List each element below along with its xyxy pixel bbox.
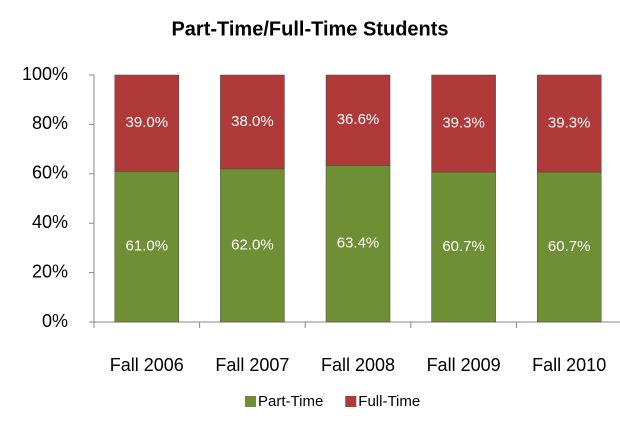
x-tick-label: Fall 2010 <box>532 355 606 375</box>
value-label: 36.6% <box>337 111 380 128</box>
bar-segment <box>536 171 602 323</box>
bar-segment <box>220 168 285 323</box>
bar-segment <box>536 74 602 173</box>
bar-segment <box>114 74 180 172</box>
x-tick-label: Fall 2007 <box>215 355 289 375</box>
y-tick-label: 100% <box>22 64 68 84</box>
y-tick-label: 40% <box>32 212 68 232</box>
y-tick-label: 20% <box>32 261 68 281</box>
x-tick-label: Fall 2008 <box>321 355 395 375</box>
value-label: 38.0% <box>231 113 274 130</box>
value-label: 60.7% <box>548 238 591 255</box>
y-tick-label: 60% <box>32 163 68 183</box>
bar-segment <box>114 171 180 323</box>
y-tick-label: 0% <box>42 311 68 331</box>
x-tick-label: Fall 2009 <box>427 355 501 375</box>
bar-segment <box>431 171 496 323</box>
y-tick-label: 80% <box>32 113 68 133</box>
x-tick-label: Fall 2006 <box>110 355 184 375</box>
bar-segment <box>325 165 391 323</box>
legend-label: Full-Time <box>358 393 420 410</box>
value-label: 61.0% <box>126 238 169 255</box>
bar-segment <box>220 74 285 170</box>
value-label: 63.4% <box>337 235 380 252</box>
value-label: 39.0% <box>126 114 169 131</box>
legend-swatch <box>245 396 256 407</box>
value-label: 62.0% <box>231 236 274 253</box>
legend-label: Part-Time <box>258 393 323 410</box>
value-label: 60.7% <box>442 238 485 255</box>
chart-title: Part-Time/Full-Time Students <box>171 18 448 40</box>
value-label: 39.3% <box>548 115 591 132</box>
bar-segment <box>325 74 391 166</box>
bar-segment <box>431 74 496 173</box>
legend-swatch <box>345 396 357 407</box>
value-label: 39.3% <box>442 115 485 132</box>
